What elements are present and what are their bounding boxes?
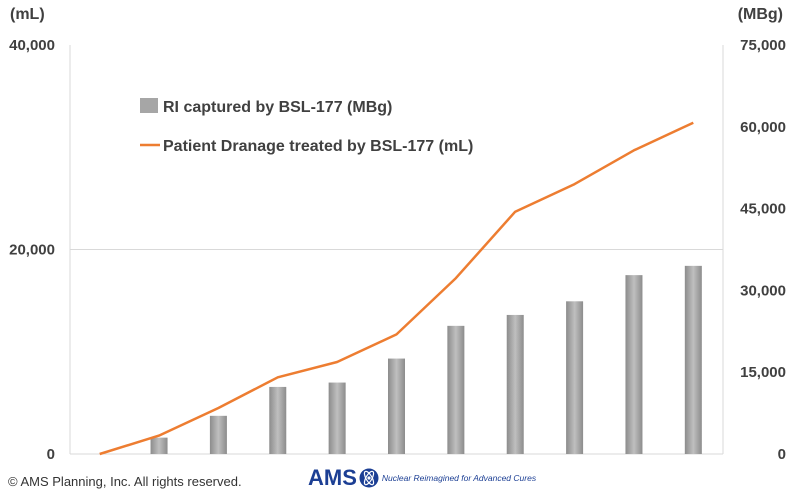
bar (150, 437, 168, 454)
left-axis-unit: (mL) (10, 6, 45, 23)
bar (209, 415, 227, 454)
left-tick-label: 0 (47, 446, 55, 463)
bar (388, 358, 405, 454)
left-tick-label: 20,000 (9, 242, 55, 259)
line-series (99, 121, 694, 456)
right-tick-label: 0 (778, 446, 786, 463)
bar-series (150, 265, 702, 454)
right-axis-ticks: 0 15,000 30,000 45,000 60,000 75,000 (740, 37, 786, 463)
bar (625, 275, 643, 454)
right-tick-label: 60,000 (740, 119, 786, 136)
legend-bar-label: RI captured by BSL-177 (MBg) (163, 99, 392, 116)
left-axis-ticks: 0 20,000 40,000 (9, 37, 55, 463)
logo-tagline: Nuclear Reimagined for Advanced Cures (381, 473, 537, 483)
right-tick-label: 75,000 (740, 37, 786, 54)
legend-bar-swatch (140, 98, 158, 113)
bar (684, 265, 702, 454)
right-tick-label: 45,000 (740, 201, 786, 218)
bar (506, 314, 524, 454)
legend-line-label: Patient Dranage treated by BSL-177 (mL) (163, 138, 473, 155)
logo-text: AMS (308, 465, 357, 490)
atom-logo-icon (359, 468, 379, 488)
right-tick-label: 30,000 (740, 282, 786, 299)
legend: RI captured by BSL-177 (MBg) Patient Dra… (140, 98, 473, 155)
bar (447, 325, 465, 454)
right-axis-unit: (MBg) (738, 6, 783, 23)
ams-logo: AMS Nuclear Reimagined for Advanced Cure… (308, 465, 537, 490)
drainage-line (99, 121, 694, 456)
bar (328, 382, 346, 454)
bar (566, 301, 584, 454)
copyright-notice: © AMS Planning, Inc. All rights reserved… (8, 474, 242, 489)
right-tick-label: 15,000 (740, 364, 786, 381)
bar (269, 386, 287, 454)
left-tick-label: 40,000 (9, 37, 55, 54)
